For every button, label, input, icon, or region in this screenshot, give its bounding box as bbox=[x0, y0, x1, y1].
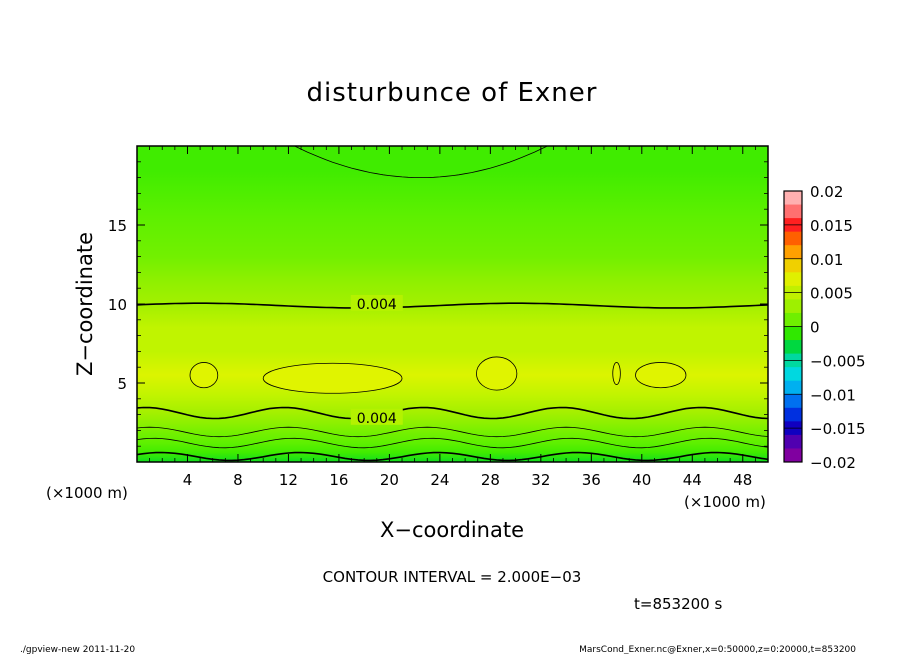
colorbar-segment bbox=[784, 191, 802, 206]
x-tick-label: 28 bbox=[481, 471, 500, 489]
contour-low-2 bbox=[137, 437, 768, 449]
contour-0004-lower bbox=[137, 406, 768, 420]
contour-label-bg bbox=[350, 295, 403, 311]
colorbar-tick-label: 0.01 bbox=[810, 251, 843, 269]
colorbar-tick-label: −0.01 bbox=[810, 386, 856, 404]
contour-max-blob-2 bbox=[262, 362, 403, 394]
x-tick-label: 20 bbox=[380, 471, 399, 489]
x-tick-label: 40 bbox=[632, 471, 651, 489]
y-tick-label: 5 bbox=[117, 375, 127, 393]
colorbar-segment bbox=[784, 340, 802, 355]
colorbar-segment bbox=[784, 407, 802, 422]
colorbar-segment bbox=[784, 326, 802, 341]
colorbar-segment bbox=[784, 204, 802, 219]
colorbar-segment bbox=[784, 448, 802, 463]
y-axis-label: Z−coordinate bbox=[73, 232, 97, 376]
colorbar-tick-label: 0.015 bbox=[810, 217, 853, 235]
colorbar-segment bbox=[784, 434, 802, 449]
plot-area bbox=[137, 146, 768, 462]
colorbar-tick-label: −0.02 bbox=[810, 454, 856, 472]
colorbar-segment bbox=[784, 258, 802, 273]
contour-max-blob-4 bbox=[612, 362, 621, 385]
x-tick-label: 24 bbox=[430, 471, 449, 489]
x-tick-label: 44 bbox=[683, 471, 702, 489]
colorbar-segment bbox=[784, 272, 802, 287]
colorbar-tick-label: 0.005 bbox=[810, 285, 853, 303]
contour-interval-label: CONTOUR INTERVAL = 2.000E−03 bbox=[323, 568, 582, 586]
contour-labels: 0.004 0.004 bbox=[350, 295, 403, 427]
footer-right: MarsCond_Exner.nc@Exner,x=0:50000,z=0:20… bbox=[579, 645, 856, 654]
contour-lines bbox=[137, 146, 768, 462]
colorbar-segment bbox=[784, 299, 802, 314]
x-tick-label: 36 bbox=[582, 471, 601, 489]
colorbar-segment bbox=[784, 231, 802, 246]
colorbar-tick-label: 0.02 bbox=[810, 183, 843, 201]
colorbar-segment bbox=[784, 367, 802, 382]
contour-top-arc bbox=[293, 146, 549, 179]
colorbar-segment bbox=[784, 394, 802, 409]
colorbar-tick-label: −0.005 bbox=[810, 352, 866, 370]
field-bands bbox=[189, 356, 687, 394]
contour-label-2: 0.004 bbox=[357, 411, 397, 427]
contour-label-1: 0.004 bbox=[357, 297, 397, 313]
colorbar-tick-label: −0.015 bbox=[810, 420, 866, 438]
colorbar-segment bbox=[784, 380, 802, 395]
x-tick-label: 16 bbox=[329, 471, 348, 489]
x-axis-ticks: 4 8 12 16 20 24 28 32 36 40 44 48 bbox=[149, 146, 756, 489]
chart-title: disturbunce of Exner bbox=[307, 78, 598, 108]
colorbar: 0.02 0.015 0.01 0.005 0 −0.005 −0.01 −0.015 −0.0… bbox=[783, 183, 866, 472]
x-unit-left: (×1000 m) bbox=[46, 484, 128, 502]
footer-left: ./gpview-new 2011-11-20 bbox=[20, 645, 135, 654]
contour-max-blob-5 bbox=[635, 362, 687, 389]
x-unit-right: (×1000 m) bbox=[684, 493, 766, 511]
time-label: t=853200 s bbox=[634, 595, 722, 613]
x-tick-label: 12 bbox=[279, 471, 298, 489]
contour-label-bg bbox=[350, 408, 403, 425]
contour-max-blob-1 bbox=[189, 362, 219, 389]
y-axis-ticks: 5 10 15 bbox=[108, 161, 768, 447]
x-tick-label: 4 bbox=[183, 471, 193, 489]
x-axis-label: X−coordinate bbox=[380, 518, 524, 542]
colorbar-tick-label: 0 bbox=[810, 319, 820, 337]
contour-low-3 bbox=[137, 426, 768, 438]
contour-low-1 bbox=[137, 451, 768, 462]
contour-max-blob-3 bbox=[476, 356, 518, 391]
x-tick-label: 48 bbox=[733, 471, 752, 489]
colorbar-segment bbox=[784, 245, 802, 260]
x-tick-label: 8 bbox=[233, 471, 243, 489]
y-tick-label: 10 bbox=[108, 296, 127, 314]
x-tick-label: 32 bbox=[531, 471, 550, 489]
colorbar-segment bbox=[784, 312, 802, 327]
contour-0004-upper bbox=[137, 302, 768, 309]
y-tick-label: 15 bbox=[108, 217, 127, 235]
